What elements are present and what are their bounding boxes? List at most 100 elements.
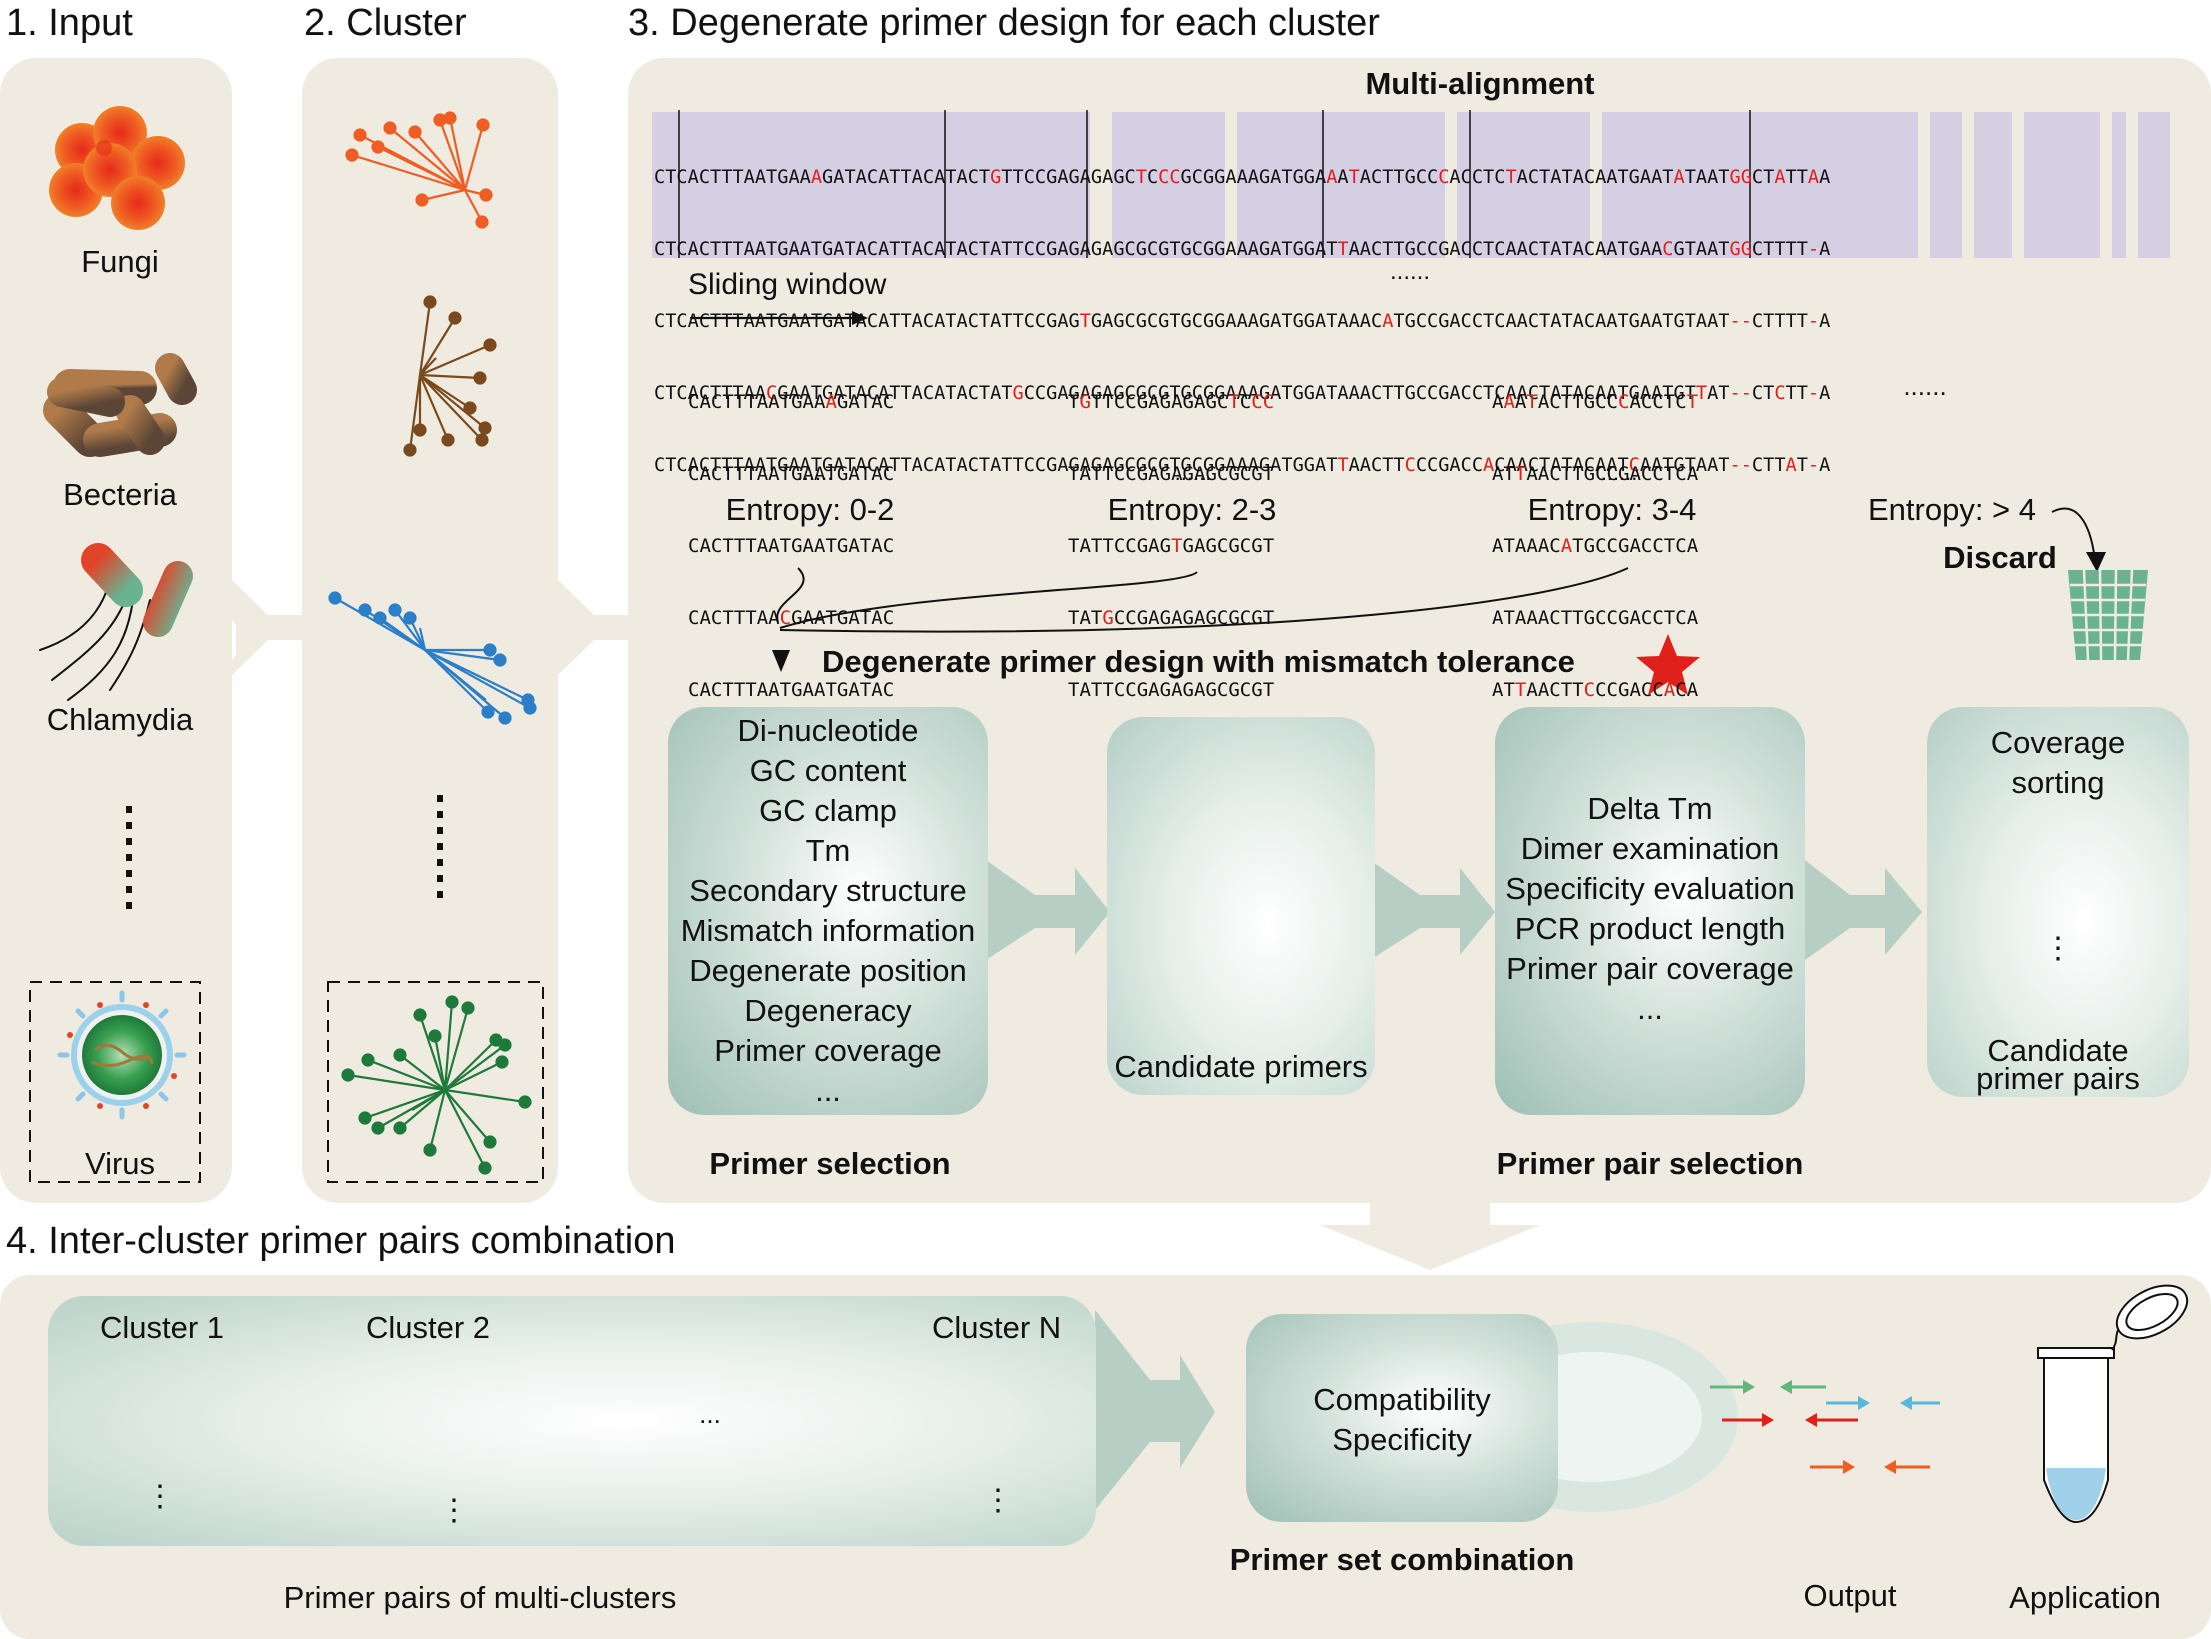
merge-arrowhead [772, 650, 790, 672]
cluster-vertical-dots [437, 795, 443, 898]
window-block-3: AAATACTTGCCCACCTCT ATTAACTTGCCGACCTCA AT… [1492, 342, 1698, 726]
selection-to-candidates-arrow [986, 860, 1110, 960]
window-row: CACTTTAACGAATGATAC [688, 607, 895, 629]
section-title-cluster: 2. Cluster [304, 2, 467, 44]
criterion: GC content [749, 753, 907, 788]
window-row: CACTTTAATGAATGATAC [688, 679, 895, 701]
input-label-chlamydia: Chlamydia [46, 702, 194, 737]
window-dots-2: ...... [1174, 460, 1212, 485]
entropy-label-3: Entropy: 3-4 [1527, 492, 1697, 527]
pair-selection-criteria: Delta Tm Dimer examination Specificity e… [1495, 789, 1805, 1029]
cluster2-vdots: ⋮ [439, 1494, 469, 1527]
input-vertical-dots [126, 806, 132, 909]
brown-cluster-tree [403, 295, 497, 457]
sliding-window-label: Sliding window [688, 268, 887, 301]
cluster-dashed-frame [327, 981, 544, 1183]
window-row: ATAAACATGCCGACCTCA [1492, 535, 1699, 557]
entropy-label-discard: Entropy: > 4 [1867, 492, 2037, 527]
alignment-row: CTCACTTTAATGAATGATACATTACATACTATTCCGAGAG… [654, 239, 1831, 260]
window-row: ATTAACTTGCCGACCTCA [1492, 463, 1699, 485]
alignment-row: CTCACTTTAATGAATGATACATTACATACTATTCCGAGAG… [654, 455, 1831, 476]
alignment-window-frames [678, 110, 1751, 258]
criterion: Delta Tm [1587, 791, 1713, 826]
mismatch-tolerance-title: Degenerate primer design with mismatch t… [822, 644, 1575, 679]
criterion: Di-nucleotide [737, 713, 919, 748]
input-label-bacteria: Becteria [63, 477, 177, 512]
criterion: Degeneracy [744, 993, 912, 1028]
criterion: Compatibility [1313, 1382, 1491, 1417]
window-row: TATTCCGAGAGAGCGCGT [1068, 463, 1275, 485]
alignment-ellipsis: ...... [1389, 258, 1430, 285]
coverage-sorting-title: Coverage sorting [1927, 723, 2189, 803]
entropy-label-2: Entropy: 2-3 [1107, 492, 1277, 527]
entropy-label-1: Entropy: 0-2 [725, 492, 895, 527]
coverage-dots: ⋮ [2043, 932, 2073, 965]
window-row: TATTCCGAGTGAGCGCGT [1068, 535, 1275, 557]
merge-arrows [776, 507, 2096, 633]
coverage-title-line: sorting [2011, 765, 2105, 800]
section-title-design: 3. Degenerate primer design for each clu… [628, 2, 1380, 44]
cluster-panel [302, 58, 558, 1203]
window-block-1: CACTTTAATGAAAGATAC CACTTTAATGAATGATAC CA… [688, 342, 894, 726]
alignment-sequences: CTCACTTTAATGAAAGATACATTACATACTGTTCCGAGAG… [654, 118, 1830, 502]
chlamydia-icon [39, 543, 193, 701]
criterion: GC clamp [759, 793, 897, 828]
primer-pair-selection-box: Delta Tm Dimer examination Specificity e… [1495, 707, 1805, 1115]
coverage-sorting-box: Coverage sorting ⋮ Candidate primer pair… [1927, 707, 2189, 1097]
criterion: PCR product length [1514, 911, 1786, 946]
window-row: AAATACTTGCCCACCTCT [1492, 391, 1699, 413]
criterion: Secondary structure [689, 873, 967, 908]
alignment-row: CTCACTTTAACGAATGATACATTACATACTATGCCGAGAG… [654, 383, 1831, 404]
alignment-shading [652, 112, 2170, 258]
candidate-pairs-line: Candidate [1987, 1033, 2129, 1068]
candidate-primers-box: Candidate primers [1107, 717, 1375, 1095]
input-label-fungi: Fungi [81, 244, 159, 279]
window-row: TATTCCGAGAGAGCGCGT [1068, 679, 1275, 701]
window-more-dots: ...... [1903, 371, 1947, 401]
window-row: CACTTTAATGAATGATAC [688, 463, 895, 485]
output-primer-arrows [1710, 1380, 1940, 1474]
output-label: Output [1803, 1578, 1897, 1613]
discard-arrowhead [2086, 552, 2106, 572]
cluster-to-design-arrow [558, 580, 628, 675]
criterion: Dimer examination [1520, 831, 1780, 866]
combination-criteria: Compatibility Specificity [1246, 1380, 1558, 1460]
green-cluster-tree [341, 995, 532, 1175]
application-label: Application [2009, 1580, 2161, 1615]
cluster-label-2: Cluster 2 [366, 1310, 491, 1345]
coverage-title-line: Coverage [1990, 725, 2126, 760]
discard-label: Discard [1943, 540, 2057, 575]
primer-selection-criteria: Di-nucleotide GC content GC clamp Tm Sec… [668, 711, 988, 1111]
candidate-pairs-line: primer pairs [1976, 1061, 2140, 1096]
criterion: Degenerate position [689, 953, 967, 988]
blue-cluster-tree [328, 591, 537, 725]
cluster-label-n: Cluster N [932, 1310, 1062, 1345]
candidates-to-pairselection-arrow [1370, 860, 1495, 960]
criterion: Tm [805, 833, 851, 868]
primer-selection-label: Primer selection [709, 1146, 951, 1181]
tube-icon [2037, 1284, 2189, 1524]
criterion: ... [1637, 991, 1663, 1026]
virus-icon [57, 990, 187, 1120]
multi-clusters-label: Primer pairs of multi-clusters [283, 1580, 677, 1615]
criterion: Mismatch information [680, 913, 976, 948]
section-title-input: 1. Input [6, 2, 133, 44]
design-to-combination-arrow [1320, 1203, 1540, 1270]
star-icon [1636, 634, 1700, 695]
orange-cluster-tree [345, 111, 493, 229]
combination-label: Primer set combination [1229, 1542, 1575, 1577]
window-row: ATAAACTTGCCGACCTCA [1492, 607, 1699, 629]
clusters-to-combination-arrow [1095, 1310, 1215, 1510]
window-dots-1: ...... [796, 460, 834, 485]
fungi-icon [49, 106, 185, 230]
criterion: Primer coverage [714, 1033, 942, 1068]
alignment-unshaded-columns [1090, 112, 2138, 258]
primer-pair-selection-label: Primer pair selection [1496, 1146, 1804, 1181]
input-label-virus: Virus [84, 1146, 156, 1181]
window-dots-3: ...... [1600, 460, 1638, 485]
virus-dashed-frame [29, 981, 201, 1183]
window-row: TGTTCCGAGAGAGCTCCC [1068, 391, 1275, 413]
clusterN-vdots: ⋮ [983, 1484, 1013, 1517]
cluster1-vdots: ⋮ [145, 1480, 175, 1513]
